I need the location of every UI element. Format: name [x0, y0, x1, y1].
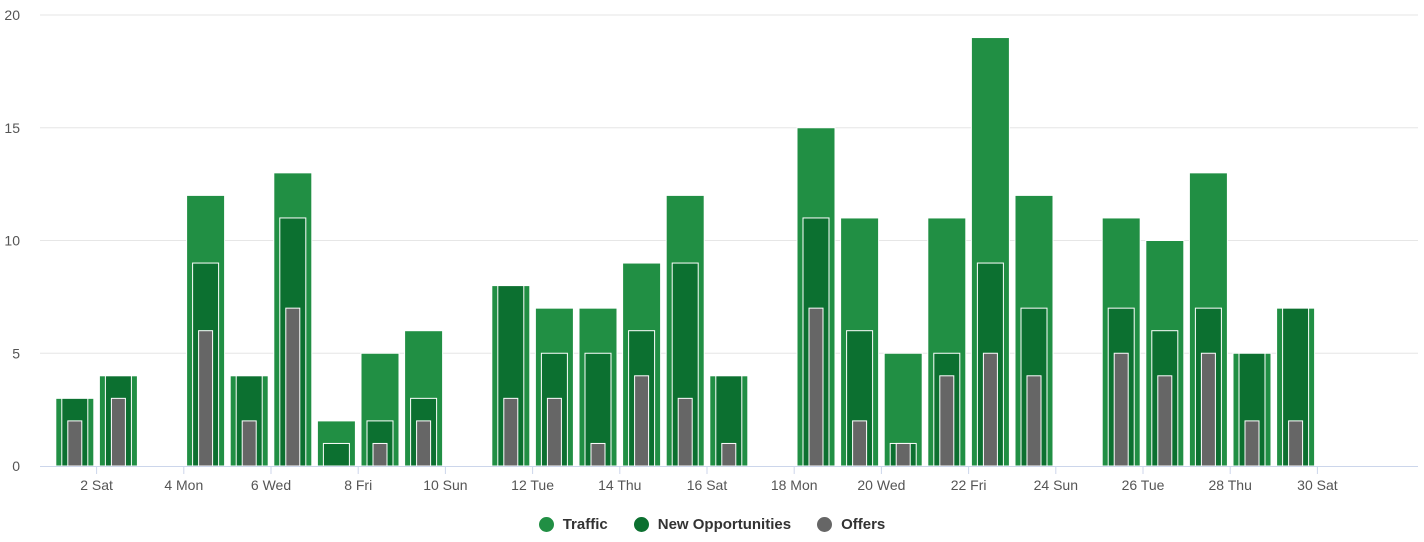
- offers-bar[interactable]: [852, 420, 868, 467]
- x-tick-label: 8 Fri: [344, 477, 372, 493]
- offers-bar[interactable]: [416, 420, 432, 467]
- legend-item-offers[interactable]: Offers: [817, 516, 885, 533]
- x-tick-label: 2 Sat: [80, 477, 113, 493]
- x-tick-label: 6 Wed: [251, 477, 291, 493]
- offers-bar[interactable]: [1200, 352, 1216, 467]
- new-opportunities-swatch-icon: [633, 516, 649, 532]
- x-tick-label: 24 Sun: [1034, 477, 1078, 493]
- legend-label-offers: Offers: [841, 515, 886, 533]
- y-tick-label: 5: [12, 345, 20, 361]
- y-tick-label: 10: [4, 233, 20, 249]
- offers-bar[interactable]: [241, 420, 257, 467]
- x-tick-label: 16 Sat: [687, 477, 728, 493]
- offers-bar[interactable]: [285, 307, 301, 467]
- offers-bar[interactable]: [110, 397, 126, 467]
- offers-bar[interactable]: [1288, 420, 1304, 467]
- offers-bar[interactable]: [1026, 375, 1042, 467]
- offers-bar[interactable]: [808, 307, 824, 467]
- offers-bar[interactable]: [721, 442, 737, 467]
- new-opportunities-bar[interactable]: [322, 442, 350, 467]
- offers-bar[interactable]: [939, 375, 955, 467]
- x-axis: [40, 466, 1418, 474]
- offers-bar[interactable]: [198, 330, 214, 467]
- bars: [55, 37, 1316, 467]
- legend: Traffic New Opportunities Offers: [0, 512, 1424, 536]
- x-tick-label: 18 Mon: [771, 477, 818, 493]
- x-axis-labels: 2 Sat 4 Mon 6 Wed 8 Fri 10 Sun 12 Tue 14 Thu 16…: [80, 477, 1337, 493]
- x-tick-label: 20 Wed: [857, 477, 905, 493]
- offers-bar[interactable]: [67, 420, 83, 467]
- legend-item-traffic[interactable]: Traffic: [538, 515, 608, 533]
- traffic-swatch-icon: [538, 516, 554, 532]
- offers-bar[interactable]: [1157, 375, 1173, 467]
- offers-bar[interactable]: [503, 397, 519, 467]
- bar-chart: 0 5 10 15 20 2 Sat 4 Mon 6 Wed 8 Fri 10 Sun 12 Tu…: [4, 7, 1418, 493]
- x-tick-label: 10 Sun: [423, 477, 467, 493]
- x-tick-label: 30 Sat: [1297, 477, 1338, 493]
- offers-bar[interactable]: [1244, 420, 1260, 467]
- offers-bar[interactable]: [677, 397, 693, 467]
- legend-item-new-opportunities[interactable]: New Opportunities: [633, 515, 792, 533]
- offers-swatch-icon: [817, 516, 833, 532]
- offers-bar[interactable]: [982, 352, 998, 467]
- offers-bar[interactable]: [1113, 352, 1129, 467]
- y-axis-labels: 0 5 10 15 20: [4, 7, 20, 474]
- x-tick-label: 12 Tue: [511, 477, 554, 493]
- offers-bar[interactable]: [634, 375, 650, 467]
- x-tick-label: 26 Tue: [1122, 477, 1165, 493]
- x-tick-label: 28 Thu: [1209, 477, 1252, 493]
- x-tick-label: 4 Mon: [164, 477, 203, 493]
- offers-bar[interactable]: [546, 397, 562, 467]
- offers-bar[interactable]: [590, 442, 606, 467]
- legend-label-new-opportunities: New Opportunities: [657, 515, 792, 533]
- legend-label-traffic: Traffic: [562, 515, 608, 533]
- y-tick-label: 0: [12, 458, 20, 474]
- grid-lines: [40, 14, 1418, 354]
- y-tick-label: 20: [4, 7, 20, 23]
- offers-bar[interactable]: [895, 442, 911, 467]
- x-tick-label: 22 Fri: [951, 477, 987, 493]
- y-tick-label: 15: [4, 120, 20, 136]
- x-tick-label: 14 Thu: [598, 477, 641, 493]
- offers-bar[interactable]: [372, 442, 388, 467]
